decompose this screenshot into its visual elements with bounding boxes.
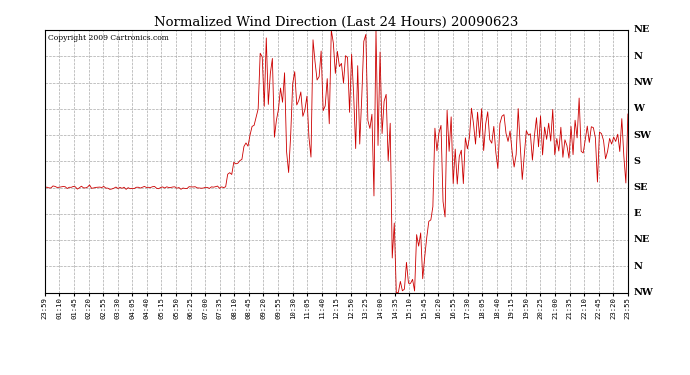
Text: S: S bbox=[633, 157, 640, 166]
Title: Normalized Wind Direction (Last 24 Hours) 20090623: Normalized Wind Direction (Last 24 Hours… bbox=[154, 16, 519, 29]
Text: N: N bbox=[633, 262, 642, 271]
Text: Copyright 2009 Cartronics.com: Copyright 2009 Cartronics.com bbox=[48, 34, 168, 42]
Text: NE: NE bbox=[633, 236, 650, 244]
Text: NW: NW bbox=[633, 288, 653, 297]
Text: W: W bbox=[633, 104, 644, 113]
Text: NW: NW bbox=[633, 78, 653, 87]
Text: NE: NE bbox=[633, 26, 650, 34]
Text: SW: SW bbox=[633, 130, 651, 140]
Text: E: E bbox=[633, 209, 641, 218]
Text: N: N bbox=[633, 52, 642, 61]
Text: SE: SE bbox=[633, 183, 648, 192]
